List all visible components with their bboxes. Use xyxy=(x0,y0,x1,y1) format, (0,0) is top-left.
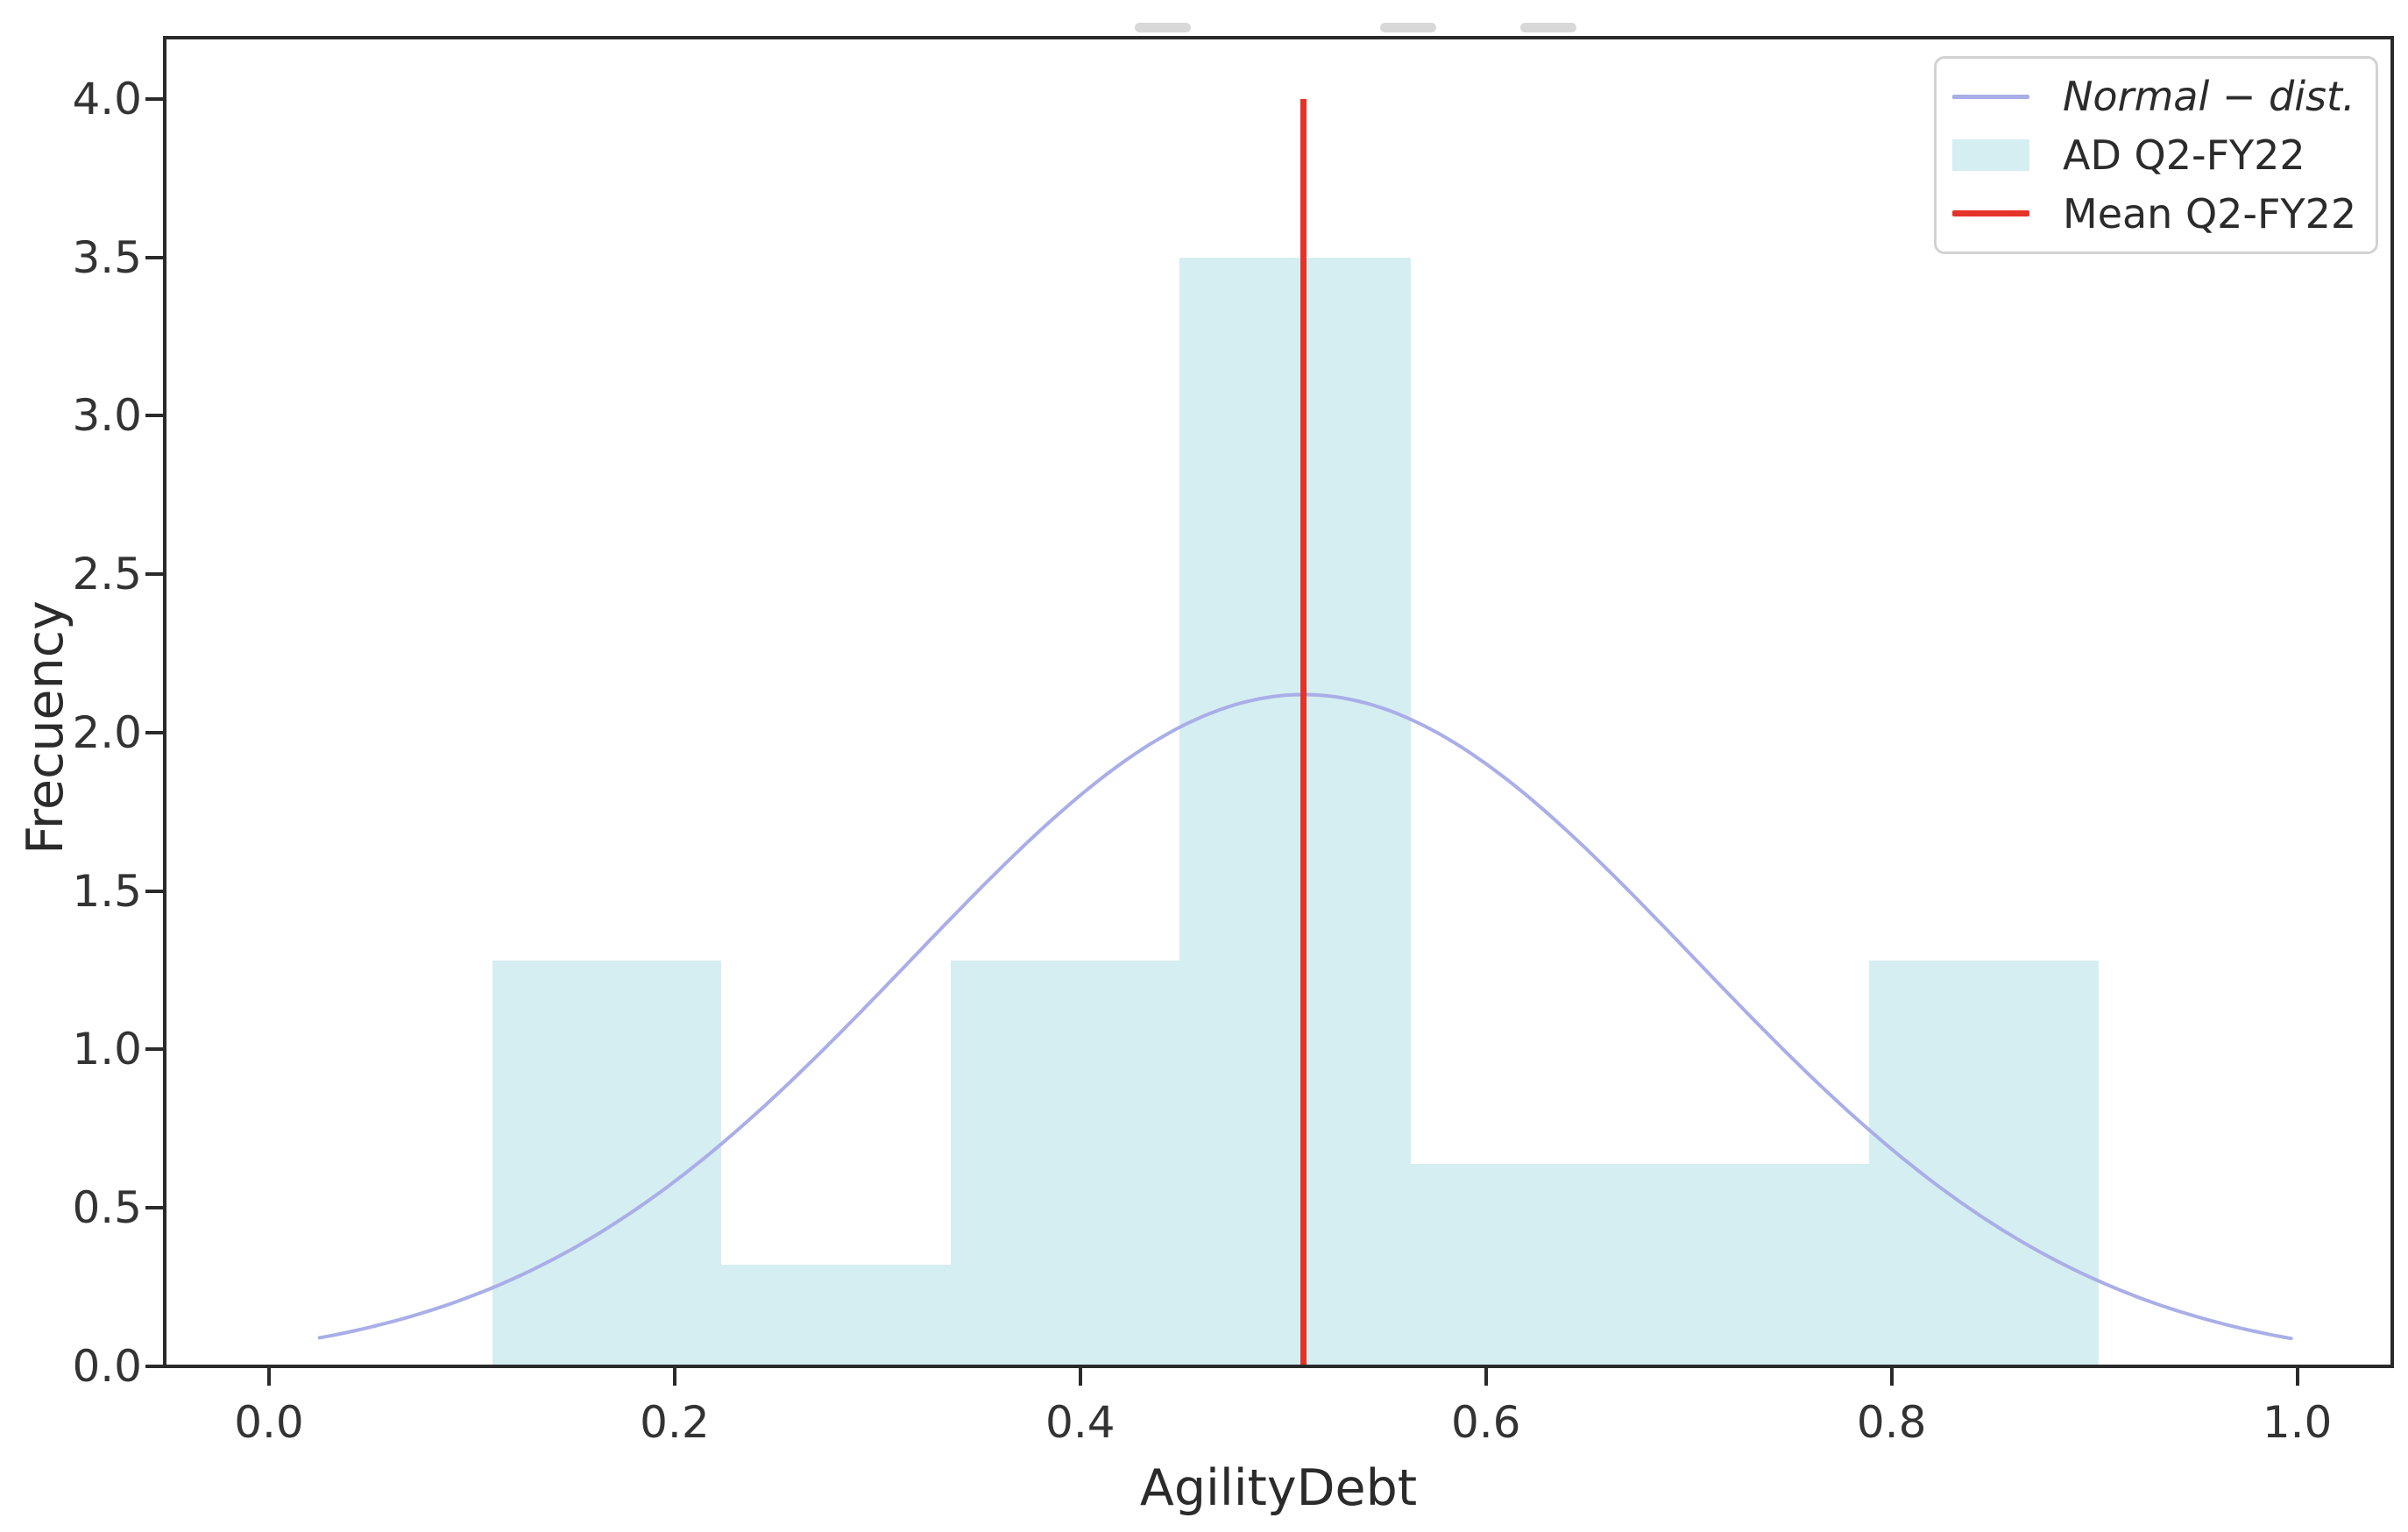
x-tick-mark xyxy=(1078,1368,1082,1386)
histogram-bar xyxy=(1411,1163,1640,1365)
y-axis-label: Frecuency xyxy=(17,600,74,855)
histogram-bar xyxy=(1640,1163,1870,1365)
histogram-patch-swatch xyxy=(1952,138,2029,171)
legend-item-normal-dist: Normal − dist. xyxy=(1952,69,2360,124)
y-tick-label: 2.5 xyxy=(72,549,142,600)
histogram-bar xyxy=(492,961,722,1365)
y-tick-mark xyxy=(145,572,163,577)
histogram-bar xyxy=(721,1265,951,1365)
y-tick-label: 0.0 xyxy=(72,1341,142,1392)
x-tick-mark xyxy=(2295,1368,2299,1386)
y-tick-mark xyxy=(145,889,163,893)
legend-item-mean-q2: Mean Q2-FY22 xyxy=(1952,187,2360,241)
x-tick-mark xyxy=(266,1368,271,1386)
normal-dist-line-swatch xyxy=(1952,94,2029,99)
x-tick-label: 0.2 xyxy=(640,1397,710,1448)
cropped-title-remnant xyxy=(1380,23,1436,32)
x-tick-mark xyxy=(672,1368,676,1386)
cropped-title-remnant xyxy=(1520,23,1576,32)
legend-label: Mean Q2-FY22 xyxy=(2063,189,2357,238)
x-tick-label: 0.0 xyxy=(234,1397,304,1448)
y-tick-mark xyxy=(145,255,163,259)
y-tick-label: 0.5 xyxy=(72,1182,142,1234)
y-tick-label: 3.5 xyxy=(72,231,142,283)
x-tick-label: 1.0 xyxy=(2262,1397,2333,1448)
legend-item-ad-q2: AD Q2-FY22 xyxy=(1952,128,2360,182)
y-tick-mark xyxy=(145,1047,163,1052)
y-tick-mark xyxy=(145,1206,163,1210)
y-tick-label: 4.0 xyxy=(72,73,142,124)
histogram-bar xyxy=(1869,961,2099,1365)
x-tick-mark xyxy=(1484,1368,1488,1386)
x-axis-label: AgilityDebt xyxy=(1139,1459,1418,1517)
y-tick-label: 1.5 xyxy=(72,865,142,917)
legend: Normal − dist. AD Q2-FY22 Mean Q2-FY22 xyxy=(1934,56,2378,254)
y-tick-label: 2.0 xyxy=(72,706,142,758)
histogram-bar xyxy=(950,961,1180,1365)
x-tick-label: 0.6 xyxy=(1450,1397,1521,1448)
mean-line xyxy=(1300,98,1307,1365)
mean-line-swatch xyxy=(1952,210,2029,217)
x-tick-label: 0.4 xyxy=(1045,1397,1115,1448)
y-tick-label: 1.0 xyxy=(72,1024,142,1075)
y-tick-mark xyxy=(145,96,163,101)
y-tick-mark xyxy=(145,414,163,418)
x-tick-mark xyxy=(1889,1368,1894,1386)
cropped-title-remnant xyxy=(1135,23,1191,32)
histogram-bar xyxy=(1179,257,1412,1365)
y-tick-mark xyxy=(145,730,163,734)
x-tick-label: 0.8 xyxy=(1856,1397,1927,1448)
legend-label: AD Q2-FY22 xyxy=(2063,131,2305,179)
y-tick-mark xyxy=(145,1365,163,1368)
legend-label: Normal − dist. xyxy=(2063,73,2355,121)
y-tick-label: 3.0 xyxy=(72,390,142,442)
